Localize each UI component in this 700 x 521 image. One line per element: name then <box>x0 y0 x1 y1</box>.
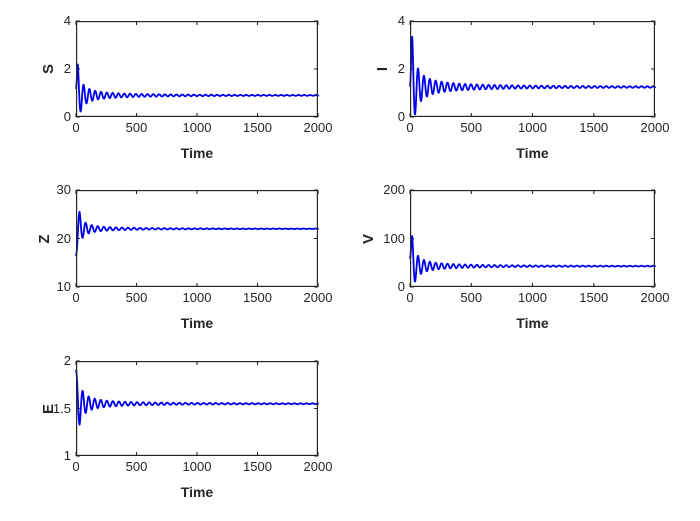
x-tick-label: 0 <box>406 290 414 305</box>
x-tick-label: 500 <box>125 459 148 474</box>
x-tick-label: 2000 <box>640 290 670 305</box>
y-tick-label: 2 <box>63 61 71 76</box>
x-tick-label: 0 <box>72 290 80 305</box>
x-tick-label: 2000 <box>303 290 333 305</box>
x-tick-label: 1000 <box>182 120 212 135</box>
x-tick-label: 1000 <box>182 459 212 474</box>
y-tick-label: 2 <box>63 353 71 368</box>
y-tick-label: 10 <box>56 279 71 294</box>
x-tick-label: 500 <box>125 120 148 135</box>
x-tick-label: 1000 <box>182 290 212 305</box>
x-axis-label-time-i: Time <box>516 145 549 161</box>
plot-area-e <box>75 360 319 457</box>
x-tick-label: 0 <box>406 120 414 135</box>
x-axis-label-time-z: Time <box>180 315 214 331</box>
x-axis-label-time-v: Time <box>516 315 549 331</box>
subplot-v: V Time 0 500 1000 1500 2000 0 100 200 <box>360 183 669 332</box>
y-tick-label: 30 <box>56 182 71 197</box>
y-tick-label: 200 <box>383 182 405 197</box>
y-tick-label: 100 <box>383 230 405 246</box>
x-axis-label-time-s: Time <box>180 145 214 161</box>
y-tick-label: 20 <box>56 230 71 246</box>
x-tick-label: 500 <box>125 290 148 305</box>
subplot-e: E Time 0 500 1000 1500 2000 1 1.5 2 <box>40 354 332 501</box>
x-tick-label: 2000 <box>303 120 333 135</box>
x-tick-label: 1000 <box>518 290 547 305</box>
x-tick-label: 1500 <box>579 120 609 135</box>
subplot-i: I Time 0 500 1000 1500 2000 0 2 4 <box>374 14 669 162</box>
y-tick-label: 0 <box>63 109 71 124</box>
y-tick-label: 0 <box>397 109 405 124</box>
y-tick-label: 2 <box>397 61 405 76</box>
x-tick-label: 0 <box>72 459 80 474</box>
x-tick-label: 1500 <box>243 120 272 135</box>
x-axis-label-time-e: Time <box>180 484 214 500</box>
y-tick-label: 4 <box>63 13 71 28</box>
x-tick-label: 2000 <box>640 120 670 135</box>
x-tick-label: 500 <box>460 120 483 135</box>
plot-area-i <box>409 20 656 118</box>
plot-area-s <box>75 20 319 118</box>
y-tick-label: 4 <box>397 13 405 28</box>
x-tick-label: 0 <box>72 120 80 135</box>
x-tick-label: 1000 <box>518 120 547 135</box>
subplot-z: Z Time 0 500 1000 1500 2000 10 20 30 <box>36 183 332 332</box>
plot-area-v <box>409 189 656 288</box>
y-tick-label: 1 <box>63 448 71 463</box>
x-tick-label: 2000 <box>303 459 333 474</box>
x-tick-label: 1500 <box>243 290 272 305</box>
plot-area-z <box>75 189 319 288</box>
x-tick-label: 500 <box>460 290 483 305</box>
x-tick-label: 1500 <box>579 290 609 305</box>
y-tick-label: 1.5 <box>52 400 71 416</box>
x-tick-label: 1500 <box>243 459 272 474</box>
y-tick-label: 0 <box>397 279 405 294</box>
subplot-s: S Time 0 500 1000 1500 2000 0 2 4 <box>40 14 332 162</box>
